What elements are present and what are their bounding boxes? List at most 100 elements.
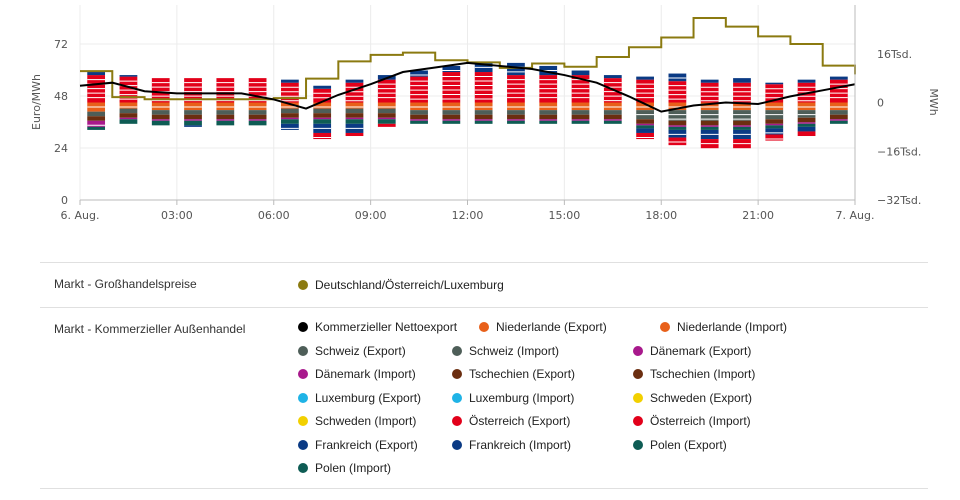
legend-dot-icon [298,416,308,427]
exchange-bar-segment [281,102,299,109]
legend-item-label: Österreich (Export) [469,414,571,429]
exchange-bar-segment [216,110,235,115]
legend-item-label: Tschechien (Export) [469,367,576,382]
exchange-bar-segment [151,102,170,111]
x-tick-label: 7. Aug. [836,209,875,222]
exchange-bar-segment [474,119,493,121]
exchange-bar-segment [248,120,267,126]
exchange-bar-segment [603,75,622,79]
exchange-bar-segment [507,110,525,115]
exchange-bar-segment [248,114,267,120]
legend-dot-icon [298,392,308,403]
exchange-bar-segment [119,102,138,109]
exchange-bar-segment [668,81,687,103]
exchange-bar-segment [345,117,364,120]
legend-item[interactable]: Dänemark (Import) [298,363,438,387]
legend-item[interactable]: Österreich (Import) [633,410,763,434]
legend: Markt - Großhandelspreise Deutschland/Ös… [40,262,928,489]
legend-item-label: Schweiz (Import) [469,343,560,358]
exchange-bar-segment [313,88,332,103]
exchange-bar-segment [313,132,332,140]
exchange-bar-segment [442,119,461,121]
legend-item-label: Polen (Import) [315,461,392,476]
legend-dot-icon [298,322,308,333]
exchange-bar-segment [571,110,590,115]
legend-item[interactable]: Polen (Export) [633,433,763,457]
right-tick-label: −32Tsd. [877,194,921,207]
legend-item-label: Frankreich (Export) [315,437,418,452]
legend-item[interactable]: Tschechien (Export) [452,363,619,387]
legend-item[interactable]: Dänemark (Export) [633,339,763,363]
legend-item[interactable]: Niederlande (Export) [479,316,646,340]
exchange-bar-segment [184,114,202,120]
exchange-bar-segment [345,113,364,118]
exchange-bar-segment [700,82,719,103]
legend-items: Kommerzieller Nettoexport Niederlande (Ex… [298,308,928,489]
legend-item-label: Luxemburg (Export) [315,390,422,405]
exchange-bar-segment [571,119,590,121]
exchange-bar-segment [797,102,816,111]
legend-item[interactable]: Luxemburg (Import) [452,386,619,410]
exchange-bar-segment [829,114,848,120]
legend-item[interactable]: Tschechien (Import) [633,363,763,387]
right-tick-label: −16Tsd. [877,145,921,158]
legend-group-label: Markt - Großhandelspreise [54,277,197,291]
exchange-bar-segment [377,108,396,114]
legend-item-label: Österreich (Import) [650,414,751,429]
legend-item[interactable]: Frankreich (Import) [452,433,619,457]
legend-item[interactable]: Deutschland/Österreich/Luxemburg [298,273,504,297]
legend-item-label: Kommerzieller Nettoexport [315,320,458,335]
exchange-bar-segment [668,129,687,138]
exchange-bar-segment [281,82,299,103]
exchange-bar-segment [87,126,106,130]
exchange-bar-segment [377,102,396,109]
exchange-bar-segment [151,119,170,121]
legend-item[interactable]: Frankreich (Export) [298,433,438,457]
exchange-bar-segment [119,113,138,118]
exchange-bar-segment [377,123,396,127]
exchange-bar-segment [829,120,848,124]
legend-item-label: Dänemark (Import) [315,367,416,382]
exchange-bar-segment [765,134,784,141]
exchange-bar-segment [119,75,138,77]
legend-item[interactable]: Schweiz (Export) [298,339,438,363]
exchange-bar-segment [474,114,493,120]
exchange-bar-segment [377,79,396,103]
exchange-bar-segment [733,125,751,127]
exchange-bar-segment [765,125,784,129]
exchange-bar-segment [410,120,428,124]
exchange-bar-segment [733,120,751,126]
exchange-bar-segment [539,110,558,115]
legend-dot-icon [298,463,308,474]
net-export-line [79,61,856,113]
exchange-bar-segment [668,126,687,130]
exchange-bar-segment [797,123,816,127]
exchange-bar-segment [216,114,235,120]
exchange-bar-segment [636,79,654,103]
legend-item[interactable]: Österreich (Export) [452,410,619,434]
exchange-bar-segment [636,125,654,129]
legend-item[interactable]: Schweiz (Import) [452,339,619,363]
exchange-bar-segment [797,131,816,137]
exchange-bar-segment [797,122,816,124]
legend-item[interactable]: Niederlande (Import) [660,316,790,340]
legend-item[interactable]: Polen (Import) [298,457,438,481]
legend-item[interactable]: Schweden (Import) [298,410,438,434]
legend-item[interactable]: Schweden (Export) [633,386,763,410]
exchange-bar-segment [184,125,202,127]
exchange-bar-segment [539,114,558,120]
exchange-bar-segment [668,102,687,111]
legend-item-label: Frankreich (Import) [469,437,572,452]
exchange-bar-segment [313,85,332,89]
exchange-bar-segment [87,72,106,76]
x-tick-label: 18:00 [645,209,677,222]
exchange-bar-segment [119,119,138,124]
legend-item[interactable]: Luxemburg (Export) [298,386,438,410]
legend-dot-icon [633,439,643,450]
exchange-bar-segment [345,102,364,109]
legend-item[interactable]: Kommerzieller Nettoexport [298,316,465,340]
exchange-bar-segment [668,110,687,121]
legend-group-label: Markt - Kommerzieller Außenhandel [54,321,246,336]
exchange-bar-segment [733,126,751,130]
exchange-bar-segment [700,126,719,130]
